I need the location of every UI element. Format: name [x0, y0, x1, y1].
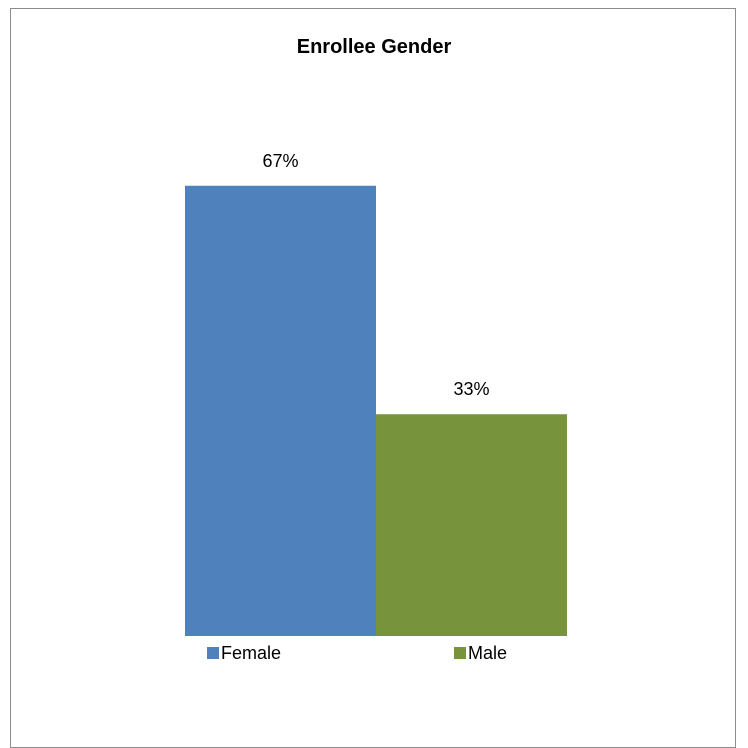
- data-label-female: 67%: [262, 151, 298, 171]
- bar-male: [376, 414, 567, 636]
- data-label-male: 33%: [453, 379, 489, 399]
- legend: Female Male: [207, 643, 507, 663]
- legend-swatch-female: [207, 647, 219, 659]
- data-labels-group: 67% 33%: [262, 151, 489, 399]
- legend-label-female: Female: [221, 643, 281, 663]
- chart-title: Enrollee Gender: [297, 36, 452, 58]
- bars-group: [185, 185, 567, 636]
- legend-label-male: Male: [468, 643, 507, 663]
- bar-chart: Enrollee Gender 67% 33% Female Male: [185, 36, 567, 663]
- bar-female: [185, 185, 376, 636]
- legend-swatch-male: [454, 647, 466, 659]
